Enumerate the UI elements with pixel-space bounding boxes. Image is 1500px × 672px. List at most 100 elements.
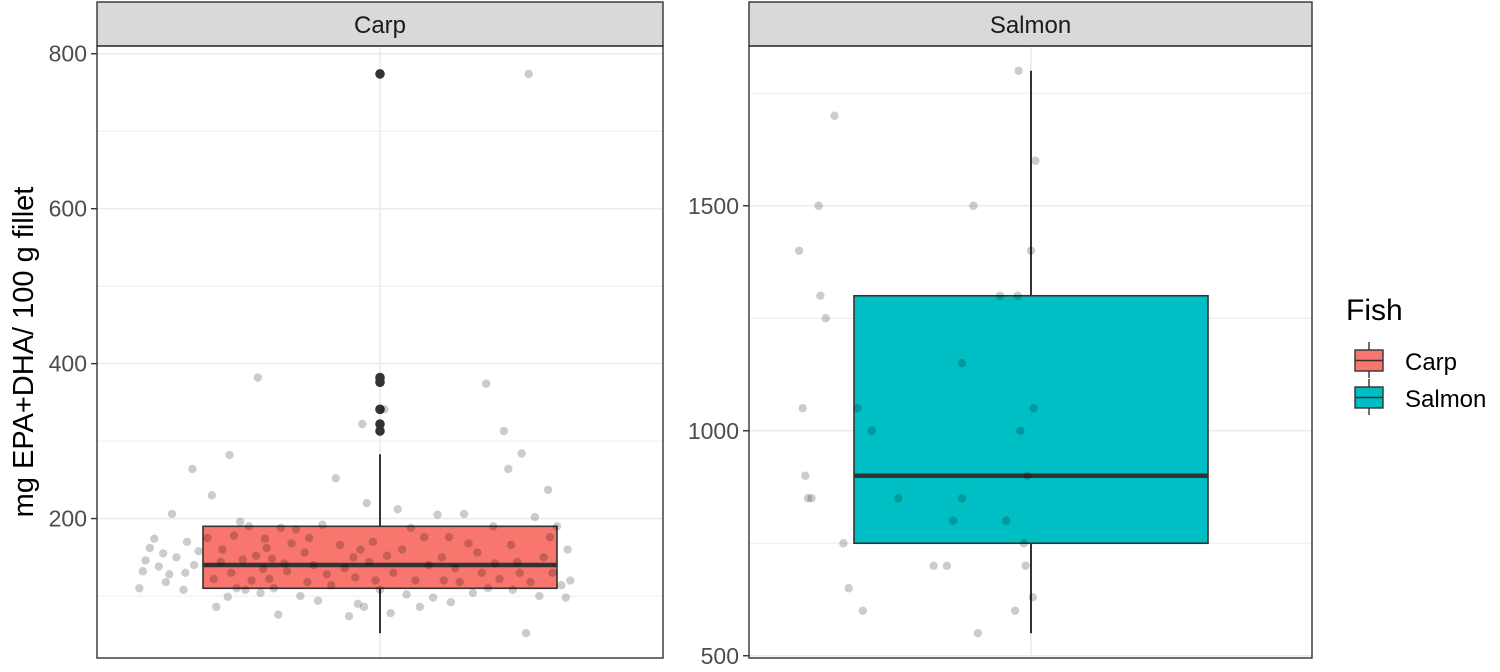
data-point [327, 580, 336, 590]
y-tick-label: 1000 [688, 418, 739, 444]
data-point [512, 557, 522, 567]
data-point [291, 525, 301, 534]
y-tick-label: 600 [49, 196, 87, 222]
data-point [154, 562, 163, 571]
data-point [203, 533, 212, 543]
data-point [179, 585, 188, 595]
data-point [251, 551, 261, 560]
data-point [351, 573, 360, 582]
outlier-point [375, 426, 385, 436]
data-point [995, 291, 1005, 300]
data-point [444, 532, 454, 542]
data-point [371, 576, 380, 585]
data-point [1026, 246, 1036, 255]
data-point [973, 629, 983, 638]
data-point [181, 568, 190, 577]
data-point [545, 532, 555, 542]
data-point [957, 359, 967, 368]
data-point [499, 426, 509, 436]
outlier-point [375, 69, 385, 79]
data-point [247, 576, 256, 585]
data-point [353, 599, 363, 608]
data-point [256, 588, 265, 598]
y-tick-label: 1500 [688, 193, 739, 219]
data-point [344, 611, 354, 621]
data-point [313, 596, 323, 605]
data-point [227, 568, 236, 577]
data-point [515, 568, 525, 577]
data-point [451, 563, 460, 573]
data-point [1031, 156, 1040, 165]
data-point [365, 557, 374, 567]
data-point [241, 585, 250, 595]
data-point [464, 539, 473, 548]
data-point [335, 540, 345, 550]
data-point [437, 553, 447, 562]
data-point [1013, 291, 1022, 300]
y-axis-label: mg EPA+DHA/ 100 g fillet [8, 187, 40, 518]
data-point [929, 561, 938, 570]
data-point [375, 585, 385, 595]
data-point [415, 602, 425, 612]
data-point [524, 69, 533, 79]
data-point [356, 545, 365, 554]
data-point [455, 577, 464, 587]
y-tick-label: 500 [701, 643, 739, 667]
data-point [561, 593, 571, 602]
data-point [1010, 606, 1020, 615]
data-point [382, 551, 392, 560]
data-point [807, 494, 816, 503]
data-point [530, 512, 540, 522]
data-point [1028, 593, 1037, 602]
data-point [349, 553, 358, 562]
data-point [150, 534, 159, 543]
data-point [433, 510, 442, 519]
data-point [504, 464, 513, 474]
data-point [303, 577, 312, 587]
data-point [300, 548, 309, 557]
data-point [428, 593, 438, 602]
data-point [296, 591, 305, 601]
data-point [212, 602, 221, 612]
data-point [274, 610, 283, 619]
data-point [552, 522, 562, 531]
data-point [1014, 66, 1023, 75]
legend-item-carp: Carp [1354, 342, 1457, 378]
data-point [506, 540, 516, 550]
legend-label: Carp [1405, 349, 1457, 376]
data-point [483, 584, 493, 593]
data-point [446, 598, 455, 607]
data-point [262, 543, 271, 553]
panel-strip-label: Carp [354, 12, 406, 39]
data-point [265, 574, 274, 584]
data-point [801, 471, 810, 480]
data-point [539, 553, 548, 562]
data-point [1019, 539, 1029, 548]
data-point [798, 404, 807, 413]
data-point [839, 539, 848, 548]
data-point [188, 464, 197, 474]
box [202, 525, 558, 590]
data-point [402, 590, 411, 599]
data-point [482, 379, 491, 388]
panel-border [96, 45, 664, 659]
data-point [406, 523, 416, 533]
data-point [322, 570, 332, 579]
data-point [548, 568, 557, 577]
data-point [189, 560, 199, 570]
data-point [340, 563, 349, 573]
data-point [814, 201, 823, 210]
panel-border [748, 45, 1313, 659]
data-point [282, 567, 292, 576]
data-point [258, 564, 268, 574]
data-point [495, 574, 504, 584]
panel-strip [96, 1, 664, 47]
data-point [218, 545, 227, 554]
data-point [563, 545, 572, 554]
y-tick-label: 400 [49, 351, 87, 377]
data-point [969, 201, 978, 210]
data-point [287, 539, 296, 548]
data-point [957, 494, 967, 503]
legend-title: Fish [1346, 294, 1403, 327]
data-point [1023, 471, 1032, 480]
